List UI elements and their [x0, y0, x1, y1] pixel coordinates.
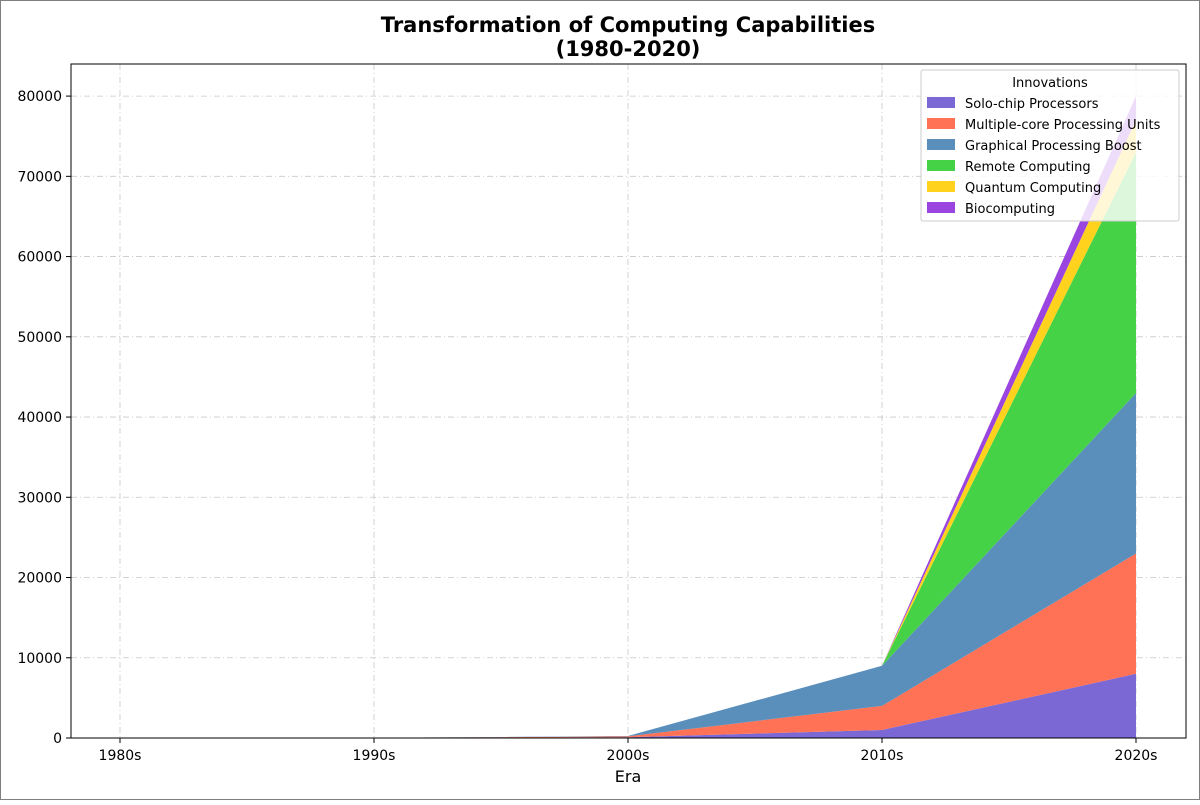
legend-swatch	[927, 97, 955, 108]
legend-items: Solo-chip Processors Multiple-core Proces…	[927, 97, 1161, 217]
x-axis-label: Era	[615, 767, 642, 786]
area-solo-chip-processors	[120, 673, 1136, 738]
y-tick-label: 70000	[17, 169, 62, 185]
y-tick-label: 50000	[17, 330, 62, 346]
legend-label: Graphical Processing Boost	[965, 139, 1142, 154]
legend-label: Biocomputing	[965, 202, 1055, 217]
x-tick-label: 1980s	[99, 748, 142, 764]
legend-title: Innovations	[1012, 76, 1088, 91]
x-tick-label: 1990s	[353, 748, 396, 764]
legend-swatch	[927, 139, 955, 150]
chart-subtitle: (1980-2020)	[556, 37, 701, 61]
y-tick-label: 80000	[17, 89, 62, 105]
x-tick-label: 2000s	[607, 748, 650, 764]
y-tick-label: 0	[53, 731, 62, 747]
x-tick-label: 2020s	[1115, 748, 1158, 764]
axes: 1980s 1990s 2000s 2010s 2020s 0 10000 20000 3000…	[17, 63, 1187, 764]
y-tick-label: 20000	[17, 571, 62, 587]
legend: Innovations Solo-chip Processors Multiple…	[920, 69, 1180, 222]
legend-label: Multiple-core Processing Units	[965, 118, 1161, 133]
legend-swatch	[927, 181, 955, 192]
x-tick-label: 2010s	[861, 748, 904, 764]
legend-swatch	[927, 118, 955, 129]
legend-swatch	[927, 202, 955, 213]
legend-label: Solo-chip Processors	[965, 97, 1099, 112]
y-tick-label: 60000	[17, 250, 62, 266]
y-tick-label: 40000	[17, 410, 62, 426]
y-tick-label: 10000	[17, 651, 62, 667]
area-layers	[120, 96, 1136, 739]
legend-swatch	[927, 160, 955, 171]
legend-label: Remote Computing	[965, 160, 1091, 175]
legend-box	[920, 69, 1180, 222]
legend-label: Quantum Computing	[965, 181, 1101, 196]
y-tick-label: 30000	[17, 490, 62, 506]
chart-title: Transformation of Computing Capabilities	[381, 13, 875, 37]
